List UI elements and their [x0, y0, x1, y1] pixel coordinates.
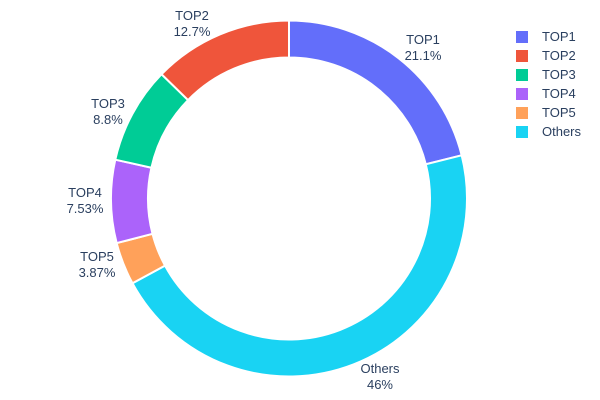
pie-slice-top2[interactable]: [160, 19, 290, 102]
legend-item-top2[interactable]: TOP2: [516, 46, 581, 65]
legend-swatch-top3: [516, 68, 528, 81]
legend: TOP1 TOP2 TOP3 TOP4 TOP5 Others: [516, 27, 581, 141]
pie-slice-top4[interactable]: [110, 158, 154, 245]
legend-label: TOP2: [542, 48, 576, 63]
pie-slice-others[interactable]: [131, 154, 468, 378]
legend-item-top5[interactable]: TOP5: [516, 103, 581, 122]
legend-label: TOP4: [542, 86, 576, 101]
legend-label: TOP5: [542, 105, 576, 120]
legend-swatch-top2: [516, 49, 528, 62]
pie-slice-top1[interactable]: [288, 19, 463, 166]
legend-item-top3[interactable]: TOP3: [516, 65, 581, 84]
legend-label: TOP3: [542, 67, 576, 82]
legend-swatch-top4: [516, 87, 528, 100]
legend-item-others[interactable]: Others: [516, 122, 581, 141]
legend-swatch-top1: [516, 30, 528, 43]
legend-swatch-others: [516, 125, 528, 138]
legend-label: TOP1: [542, 29, 576, 44]
legend-item-top1[interactable]: TOP1: [516, 27, 581, 46]
legend-label: Others: [542, 124, 582, 139]
legend-swatch-top5: [516, 106, 528, 119]
legend-item-top4[interactable]: TOP4: [516, 84, 581, 103]
